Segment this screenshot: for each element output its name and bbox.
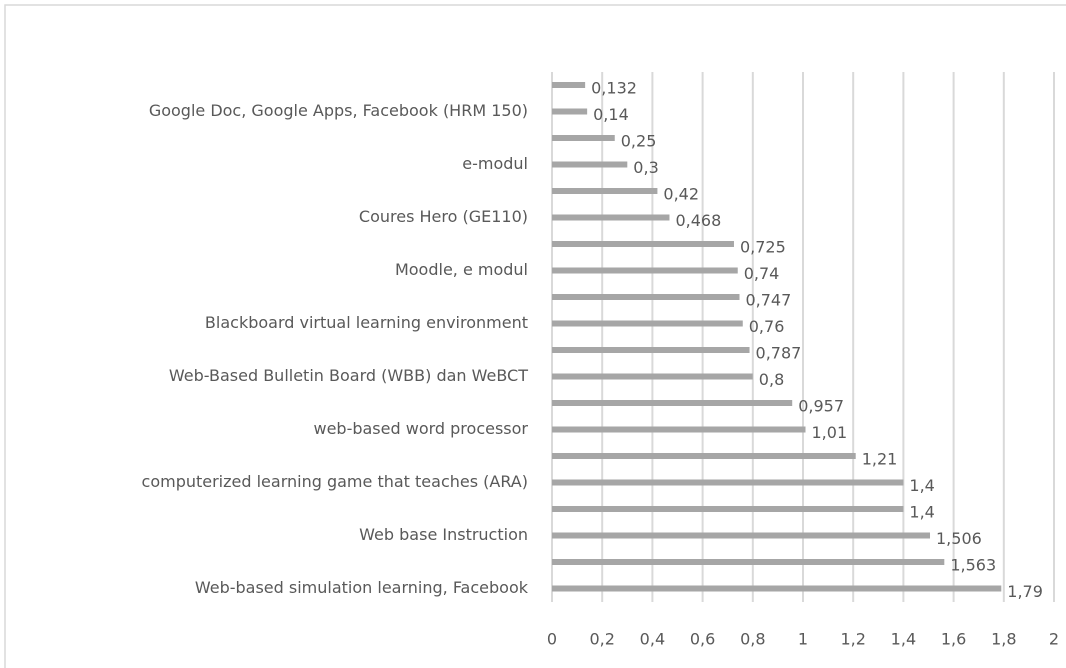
x-tick-label: 0 xyxy=(547,630,557,649)
bar xyxy=(552,373,753,380)
bar xyxy=(552,426,806,433)
value-label: 0,725 xyxy=(740,238,786,257)
bar xyxy=(552,82,586,88)
bar xyxy=(552,453,856,459)
bar xyxy=(552,267,738,274)
bar xyxy=(552,320,743,327)
x-tick-label: 0,8 xyxy=(740,630,765,649)
value-label: 0,25 xyxy=(621,132,657,151)
value-label: 0,14 xyxy=(593,105,629,124)
y-tick-label: Moodle, e modul xyxy=(395,260,528,279)
y-tick-label: web-based word processor xyxy=(313,419,528,438)
value-label: 0,3 xyxy=(633,158,658,177)
x-tick-label: 0,6 xyxy=(690,630,715,649)
value-label: 1,4 xyxy=(909,503,934,522)
bar xyxy=(552,585,1002,592)
value-label: 0,957 xyxy=(798,397,844,416)
x-tick-label: 0,4 xyxy=(640,630,665,649)
bar xyxy=(552,214,670,221)
value-label: 1,563 xyxy=(950,556,996,575)
value-label: 1,506 xyxy=(936,529,982,548)
y-tick-label: computerized learning game that teaches … xyxy=(142,472,528,491)
bar xyxy=(552,241,734,247)
bar xyxy=(552,161,628,168)
y-tick-label: e-modul xyxy=(462,154,528,173)
y-tick-label: Web-Based Bulletin Board (WBB) dan WeBCT xyxy=(169,366,528,385)
value-label: 1,79 xyxy=(1007,582,1043,601)
x-tick-label: 1,8 xyxy=(991,630,1016,649)
value-label: 0,76 xyxy=(749,317,785,336)
x-tick-label: 0,2 xyxy=(589,630,614,649)
x-tick-label: 2 xyxy=(1049,630,1059,649)
bar xyxy=(552,506,904,512)
value-label: 0,132 xyxy=(591,79,637,98)
value-label: 0,8 xyxy=(759,370,784,389)
bar xyxy=(552,135,615,141)
bar xyxy=(552,479,904,486)
value-label: 0,74 xyxy=(744,264,780,283)
bar xyxy=(552,294,740,300)
value-label: 1,01 xyxy=(812,423,848,442)
value-label: 1,4 xyxy=(909,476,934,495)
value-label: 0,468 xyxy=(675,211,721,230)
x-tick-label: 1,4 xyxy=(891,630,916,649)
chart-frame xyxy=(4,4,1066,668)
bar xyxy=(552,532,931,539)
x-tick-label: 1,6 xyxy=(941,630,966,649)
y-tick-label: Google Doc, Google Apps, Facebook (HRM 1… xyxy=(149,101,528,120)
y-tick-label: Web-based simulation learning, Facebook xyxy=(195,578,529,597)
y-tick-label: Coures Hero (GE110) xyxy=(359,207,528,226)
bar xyxy=(552,559,945,565)
bar xyxy=(552,108,588,115)
bar xyxy=(552,188,658,194)
bar xyxy=(552,400,793,406)
x-tick-label: 1,2 xyxy=(840,630,865,649)
bar xyxy=(552,347,750,353)
y-tick-label: Web base Instruction xyxy=(359,525,528,544)
value-label: 0,747 xyxy=(745,291,791,310)
value-label: 0,787 xyxy=(756,344,802,363)
value-label: 0,42 xyxy=(663,185,699,204)
x-tick-label: 1 xyxy=(798,630,808,649)
value-label: 1,21 xyxy=(862,450,898,469)
y-tick-label: Blackboard virtual learning environment xyxy=(205,313,528,332)
